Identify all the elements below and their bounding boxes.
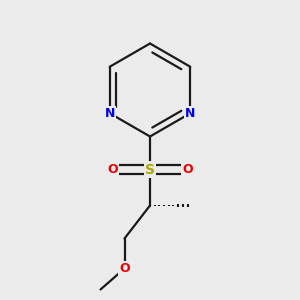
Text: O: O bbox=[107, 163, 118, 176]
Text: N: N bbox=[185, 107, 196, 120]
Text: N: N bbox=[104, 107, 115, 120]
Text: S: S bbox=[145, 163, 155, 176]
Text: O: O bbox=[182, 163, 193, 176]
Text: O: O bbox=[119, 262, 130, 275]
